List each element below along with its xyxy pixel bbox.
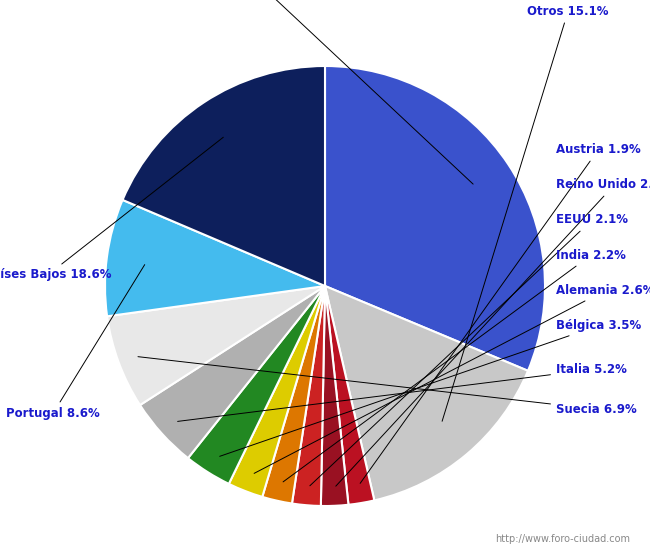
- Text: India 2.2%: India 2.2%: [283, 249, 626, 482]
- Text: http://www.foro-ciudad.com: http://www.foro-ciudad.com: [495, 535, 630, 544]
- Text: Austria 1.9%: Austria 1.9%: [360, 143, 641, 483]
- Text: Países Bajos 18.6%: Países Bajos 18.6%: [0, 138, 224, 282]
- Wedge shape: [140, 286, 325, 458]
- Text: Francia 31.3%: Francia 31.3%: [204, 0, 473, 184]
- Text: Alemania 2.6%: Alemania 2.6%: [254, 284, 650, 474]
- Wedge shape: [263, 286, 325, 503]
- Wedge shape: [229, 286, 325, 497]
- Text: Portugal 8.6%: Portugal 8.6%: [6, 265, 145, 420]
- Wedge shape: [123, 66, 325, 286]
- Wedge shape: [105, 200, 325, 316]
- Text: Italia 5.2%: Italia 5.2%: [177, 363, 627, 421]
- Text: Bélgica 3.5%: Bélgica 3.5%: [220, 319, 642, 456]
- Wedge shape: [325, 66, 545, 371]
- Wedge shape: [107, 286, 325, 405]
- Text: Reino Unido 2.0%: Reino Unido 2.0%: [336, 178, 650, 486]
- Wedge shape: [321, 286, 348, 506]
- Wedge shape: [292, 286, 325, 506]
- Wedge shape: [325, 286, 374, 505]
- Text: Suecia 6.9%: Suecia 6.9%: [138, 356, 637, 416]
- Text: El Espinar - Turistas extranjeros según país - Octubre de 2024: El Espinar - Turistas extranjeros según …: [69, 13, 581, 29]
- Text: EEUU 2.1%: EEUU 2.1%: [310, 213, 628, 486]
- Wedge shape: [325, 286, 528, 500]
- Text: Otros 15.1%: Otros 15.1%: [442, 4, 609, 421]
- Wedge shape: [188, 286, 325, 484]
